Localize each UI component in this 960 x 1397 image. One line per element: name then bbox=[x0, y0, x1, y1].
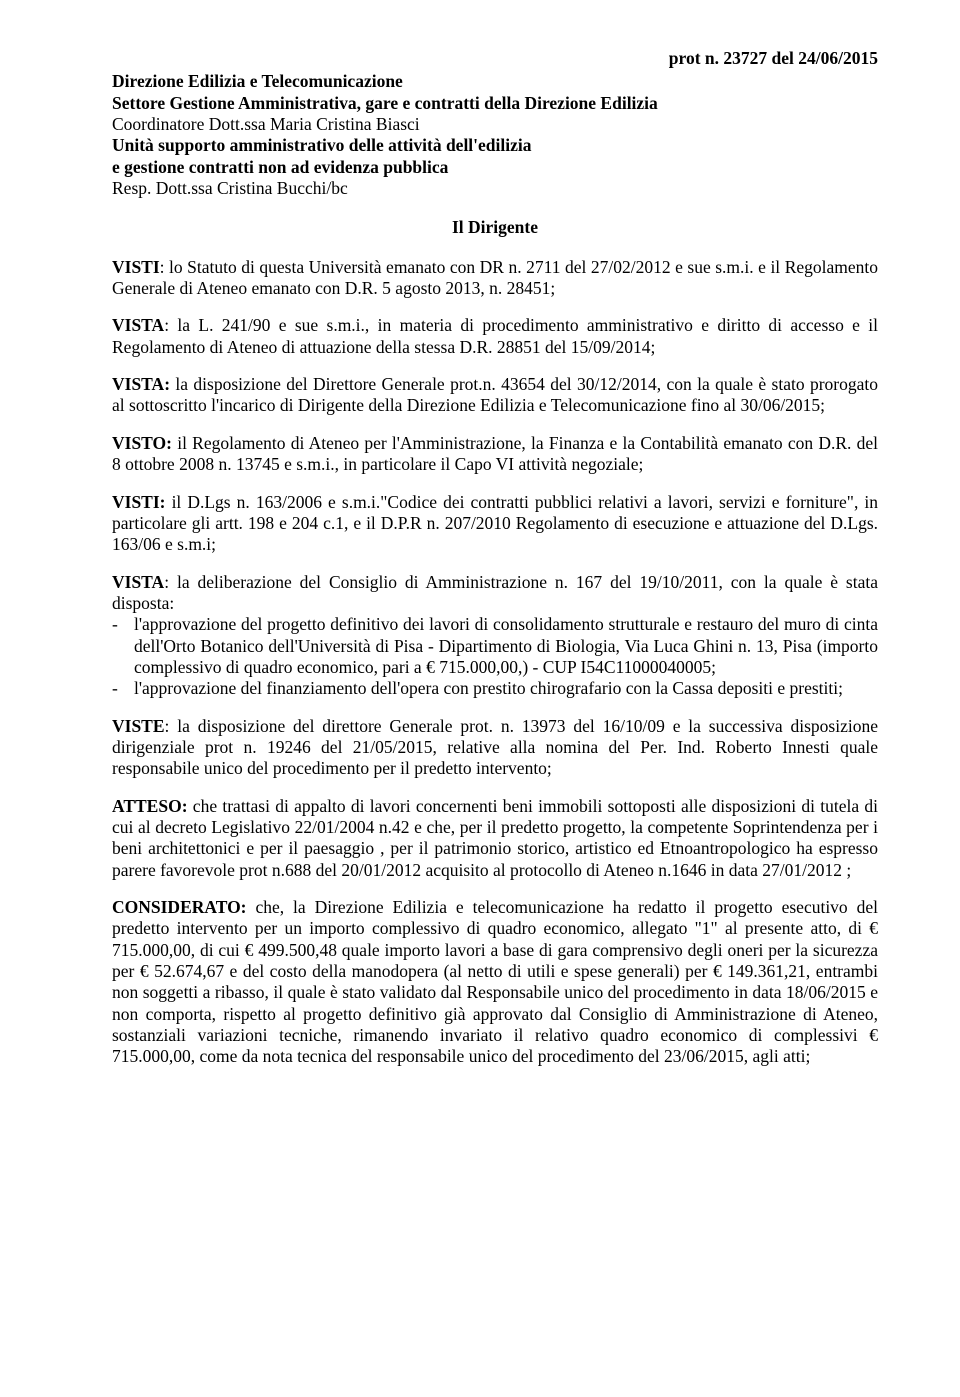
para-visto-regolamento: VISTO: il Regolamento di Ateneo per l'Am… bbox=[112, 433, 878, 476]
direzione-line: Direzione Edilizia e Telecomunicazione bbox=[112, 71, 878, 92]
document-page: prot n. 23727 del 24/06/2015 Direzione E… bbox=[0, 0, 960, 1397]
para-atteso: ATTESO: che trattasi di appalto di lavor… bbox=[112, 796, 878, 881]
para-vista-disposizione: VISTA: la disposizione del Direttore Gen… bbox=[112, 374, 878, 417]
label-considerato: CONSIDERATO: bbox=[112, 897, 247, 917]
label-visti: VISTI bbox=[112, 257, 160, 277]
text-visti-statuto: : lo Statuto di questa Università emanat… bbox=[112, 257, 878, 298]
para-vista-delibera: VISTA: la deliberazione del Consiglio di… bbox=[112, 572, 878, 615]
text-vista-delibera: : la deliberazione del Consiglio di Ammi… bbox=[112, 572, 878, 613]
text-vista-l241: : la L. 241/90 e sue s.m.i., in materia … bbox=[112, 315, 878, 356]
settore-line: Settore Gestione Amministrativa, gare e … bbox=[112, 93, 878, 114]
label-vista-disposizione: VISTA: bbox=[112, 374, 170, 394]
letterhead: Direzione Edilizia e Telecomunicazione S… bbox=[112, 71, 878, 199]
resp-line: Resp. Dott.ssa Cristina Bucchi/bc bbox=[112, 178, 878, 199]
resp-name: Dott.ssa Cristina Bucchi/bc bbox=[156, 178, 348, 198]
para-considerato: CONSIDERATO: che, la Direzione Edilizia … bbox=[112, 897, 878, 1068]
text-viste: : la disposizione del direttore Generale… bbox=[112, 716, 878, 779]
unita-line-2: e gestione contratti non ad evidenza pub… bbox=[112, 157, 878, 178]
bullet-text: l'approvazione del progetto definitivo d… bbox=[134, 614, 878, 678]
bullet-item: - l'approvazione del progetto definitivo… bbox=[112, 614, 878, 678]
text-atteso: che trattasi di appalto di lavori concer… bbox=[112, 796, 878, 880]
label-visti-dlgs: VISTI: bbox=[112, 492, 166, 512]
resp-label: Resp. bbox=[112, 178, 156, 198]
label-atteso: ATTESO: bbox=[112, 796, 188, 816]
unita-line-1: Unità supporto amministrativo delle atti… bbox=[112, 135, 878, 156]
bullet-text: l'approvazione del finanziamento dell'op… bbox=[134, 678, 878, 699]
label-vista-delibera: VISTA bbox=[112, 572, 164, 592]
text-visto-regolamento: il Regolamento di Ateneo per l'Amministr… bbox=[112, 433, 878, 474]
text-vista-disposizione: la disposizione del Direttore Generale p… bbox=[112, 374, 878, 415]
para-visti-statuto: VISTI: lo Statuto di questa Università e… bbox=[112, 257, 878, 300]
para-viste-disposizione-dg: VISTE: la disposizione del direttore Gen… bbox=[112, 716, 878, 780]
title-il-dirigente: Il Dirigente bbox=[112, 217, 878, 238]
text-considerato: che, la Direzione Edilizia e telecomunic… bbox=[112, 897, 878, 1066]
protocol-number: prot n. 23727 del 24/06/2015 bbox=[112, 48, 878, 69]
label-vista-l241: VISTA bbox=[112, 315, 164, 335]
bullet-dash-icon: - bbox=[112, 614, 134, 678]
delibera-bullets: - l'approvazione del progetto definitivo… bbox=[112, 614, 878, 699]
coordinatore-line: Coordinatore Dott.ssa Maria Cristina Bia… bbox=[112, 114, 878, 135]
coordinatore-label: Coordinatore bbox=[112, 114, 209, 134]
text-visti-dlgs: il D.Lgs n. 163/2006 e s.m.i."Codice dei… bbox=[112, 492, 878, 555]
coordinatore-name: Dott.ssa Maria Cristina Biasci bbox=[209, 114, 420, 134]
label-viste: VISTE bbox=[112, 716, 165, 736]
label-visto-regolamento: VISTO: bbox=[112, 433, 172, 453]
bullet-item: - l'approvazione del finanziamento dell'… bbox=[112, 678, 878, 699]
bullet-dash-icon: - bbox=[112, 678, 134, 699]
para-visti-dlgs: VISTI: il D.Lgs n. 163/2006 e s.m.i."Cod… bbox=[112, 492, 878, 556]
para-vista-l241: VISTA: la L. 241/90 e sue s.m.i., in mat… bbox=[112, 315, 878, 358]
